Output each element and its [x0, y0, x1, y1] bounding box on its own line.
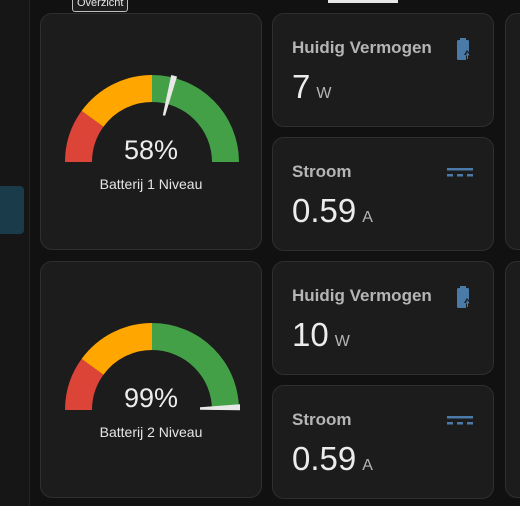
gauge-name: Batterij 2 Niveau [99, 424, 203, 440]
gauge-battery-1 [65, 75, 239, 162]
sensor-value-number: 0.59 [292, 440, 357, 477]
sensor-value: 0.59 A [292, 440, 373, 478]
sensor-value-number: 0.59 [292, 192, 357, 229]
gauge-band-low [65, 110, 104, 162]
sensor-unit: W [316, 85, 332, 102]
battery-charging-icon [457, 286, 471, 308]
current-dc-icon [447, 168, 473, 177]
gauge-battery-2 [65, 323, 240, 411]
gauge-needle [199, 404, 240, 411]
gauge-card-battery-1[interactable]: 58% Batterij 1 Niveau [40, 13, 262, 250]
gauge-band-mid [81, 323, 152, 375]
sensor-unit: A [362, 457, 373, 474]
offscreen-card-1 [505, 13, 520, 250]
sensor-title: Stroom [292, 162, 352, 181]
sensor-title: Stroom [292, 410, 352, 429]
sensor-value-number: 7 [292, 68, 311, 105]
sidebar [0, 0, 30, 506]
sensor-title: Huidig Vermogen [292, 38, 432, 57]
sensor-unit: A [362, 209, 373, 226]
sensor-value: 10 W [292, 316, 350, 354]
offscreen-card-2 [505, 261, 520, 498]
gauge-name: Batterij 1 Niveau [99, 176, 203, 192]
gauge-band-high [152, 75, 239, 162]
gauge-band-mid [81, 75, 152, 127]
gauge-value: 58% [123, 135, 179, 165]
battery-charging-icon [457, 38, 471, 60]
sensor-card-current-1[interactable]: Stroom 0.59 A [272, 137, 494, 251]
sensor-value-number: 10 [292, 316, 329, 353]
active-tab-indicator [328, 0, 398, 3]
gauge-card-battery-2[interactable]: 99% Batterij 2 Niveau [40, 261, 262, 498]
overview-tooltip: Overzicht [72, 0, 129, 12]
sensor-unit: W [334, 333, 350, 350]
gauge-value: 99% [123, 383, 179, 413]
sensor-value: 0.59 A [292, 192, 373, 230]
gauge-needle [162, 75, 178, 116]
gauge-band-low [65, 358, 104, 410]
sensor-card-power-2[interactable]: Huidig Vermogen 10 W [272, 261, 494, 375]
sidebar-active-item[interactable] [0, 186, 24, 234]
sensor-title: Huidig Vermogen [292, 286, 432, 305]
sensor-card-current-2[interactable]: Stroom 0.59 A [272, 385, 494, 499]
gauge-band-high [152, 323, 239, 410]
current-dc-icon [447, 416, 473, 425]
